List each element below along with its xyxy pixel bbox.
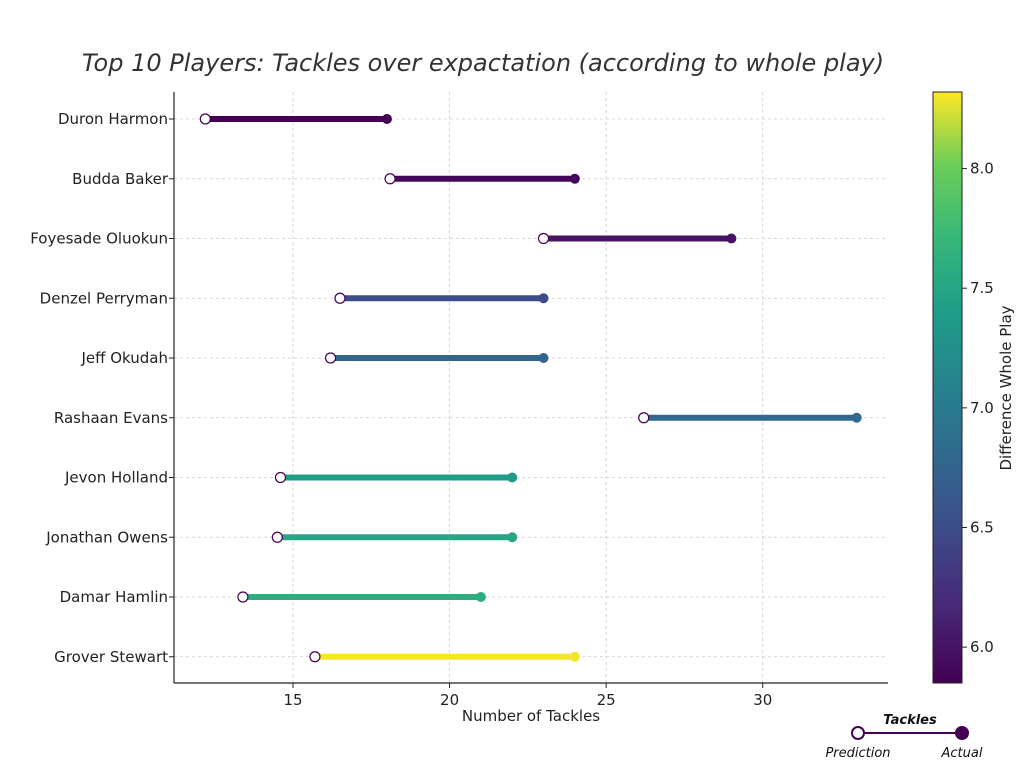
- legend-prediction-label: Prediction: [825, 746, 890, 761]
- legend-actual-marker: [955, 726, 969, 740]
- prediction-point: [199, 113, 211, 125]
- actual-point: [507, 532, 518, 543]
- prediction-point: [537, 232, 550, 245]
- colorbar-tick-label: 6.0: [970, 638, 994, 656]
- plot-marks: [199, 113, 862, 663]
- colorbar-tick-label: 8.0: [970, 160, 994, 178]
- y-tick-label: Rashaan Evans: [54, 409, 168, 427]
- y-tick-label: Denzel Perryman: [40, 289, 168, 307]
- actual-point: [507, 472, 518, 483]
- y-tick-label: Foyesade Oluokun: [30, 230, 168, 248]
- prediction-point: [274, 471, 287, 484]
- actual-point: [538, 353, 549, 363]
- actual-point: [569, 651, 580, 662]
- y-tick-label: Damar Hamlin: [60, 588, 168, 606]
- x-tick-label: 20: [440, 691, 459, 709]
- y-tick-label: Jevon Holland: [64, 469, 168, 487]
- colorbar-tick-label: 7.5: [970, 279, 994, 297]
- prediction-point: [334, 292, 346, 304]
- x-tick-label: 25: [597, 691, 616, 709]
- colorbar: 6.0 6.5 7.0 7.5 8.0 Difference Whole Play: [932, 91, 1015, 684]
- x-tick-label: 30: [753, 691, 772, 709]
- actual-point: [726, 233, 737, 244]
- actual-point: [851, 412, 862, 423]
- prediction-point: [237, 591, 249, 603]
- prediction-point: [324, 352, 337, 364]
- y-tick-label: Duron Harmon: [58, 110, 168, 128]
- prediction-point: [638, 412, 650, 424]
- colorbar-tick-label: 7.0: [970, 399, 994, 417]
- colorbar-tick-label: 6.5: [970, 518, 994, 536]
- x-axis-label: Number of Tackles: [462, 707, 600, 725]
- y-tick-label: Budda Baker: [72, 170, 169, 188]
- actual-point: [475, 592, 486, 602]
- legend-prediction-marker: [851, 726, 865, 740]
- actual-point: [538, 293, 549, 304]
- y-tick-label: Jeff Okudah: [80, 349, 168, 367]
- x-tick-label: 15: [283, 691, 302, 709]
- actual-point: [569, 173, 580, 184]
- actual-point: [381, 114, 392, 124]
- colorbar-gradient: [932, 91, 963, 684]
- colorbar-label: Difference Whole Play: [997, 305, 1015, 470]
- legend-title: Tackles: [883, 713, 937, 728]
- legend-actual-label: Actual: [941, 746, 983, 761]
- chart-title: Top 10 Players: Tackles over expactation…: [82, 49, 884, 77]
- axes: 15 20 25 30 Duron Harmon Budda Baker Foyesade …: [30, 92, 888, 709]
- prediction-point: [271, 531, 283, 543]
- prediction-point: [384, 173, 396, 185]
- prediction-point: [309, 651, 321, 663]
- y-tick-label: Jonathan Owens: [45, 528, 168, 546]
- colorbar-ticks: 6.0 6.5 7.0 7.5 8.0: [962, 160, 994, 656]
- legend: Tackles Prediction Actual: [825, 713, 982, 761]
- y-tick-label: Grover Stewart: [54, 648, 168, 666]
